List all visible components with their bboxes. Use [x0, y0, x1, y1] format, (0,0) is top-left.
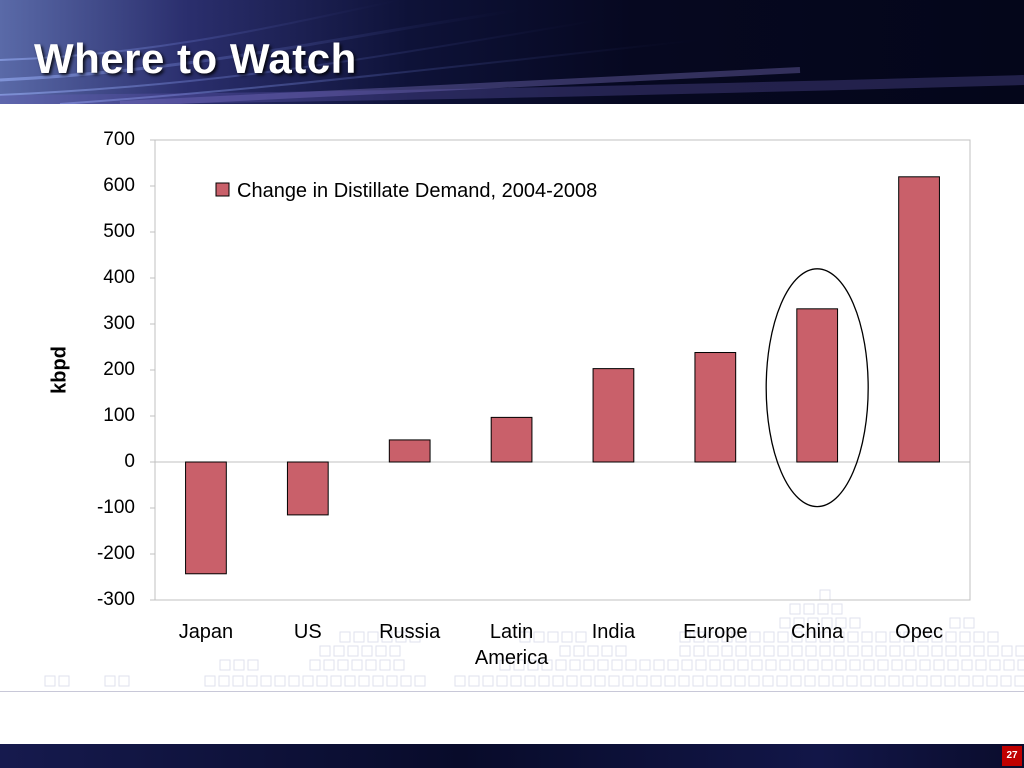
- footer-divider: [0, 691, 1024, 692]
- plot-area: [154, 139, 971, 601]
- legend-label: Change in Distillate Demand, 2004-2008: [237, 180, 597, 202]
- y-tick-label: 100: [103, 405, 135, 426]
- x-tick-label-russia: Russia: [379, 621, 441, 643]
- page-number-badge: 27: [1002, 746, 1022, 766]
- x-tick-label-line: India: [592, 621, 636, 643]
- y-axis-label: kbpd: [48, 346, 70, 394]
- y-tick-label: 500: [103, 221, 135, 242]
- x-tick-label-line: US: [294, 621, 322, 643]
- x-tick-label-india: India: [592, 621, 636, 643]
- y-tick-label: 300: [103, 313, 135, 334]
- x-tick-label-line: Japan: [179, 621, 234, 643]
- y-tick-label: 700: [103, 129, 135, 150]
- x-tick-label-line: Russia: [379, 621, 441, 643]
- bar-japan: [185, 461, 227, 575]
- y-tick-label: -200: [97, 543, 135, 564]
- highlight-ellipse: [765, 268, 869, 508]
- x-tick-label-latin-america: Latin America: [475, 621, 549, 669]
- x-axis: Japan US Russia Latin America India Europe Chin…: [179, 621, 943, 669]
- y-tick-label: 200: [103, 359, 135, 380]
- x-tick-label-europe: Europe: [683, 621, 748, 643]
- x-tick-label-line: Opec: [895, 621, 943, 643]
- y-tick-label: -100: [97, 497, 135, 518]
- bar-europe: [694, 352, 737, 463]
- y-tick-label: 600: [103, 175, 135, 196]
- bar-india: [592, 368, 635, 463]
- bar-us: [286, 461, 329, 516]
- header-light-rays-decoration: [0, 0, 1024, 104]
- slide-footer: 27: [0, 744, 1024, 768]
- slide-title: Where to Watch: [34, 35, 357, 82]
- bar-series: [185, 176, 940, 575]
- bar-china: [796, 308, 839, 463]
- y-tick-label: 0: [124, 451, 135, 472]
- x-tick-label-opec: Opec: [895, 621, 943, 643]
- x-tick-label-line: Europe: [683, 621, 748, 643]
- legend: Change in Distillate Demand, 2004-2008: [215, 180, 597, 202]
- y-tick-label: -300: [97, 589, 135, 610]
- x-tick-label-japan: Japan: [179, 621, 234, 643]
- legend-swatch: [215, 182, 230, 197]
- x-tick-label-china: China: [791, 621, 844, 643]
- bar-latin-america: [490, 416, 533, 463]
- bar-russia: [388, 439, 431, 463]
- x-tick-label-line: Latin: [490, 621, 533, 643]
- x-tick-label-us: US: [294, 621, 322, 643]
- y-tick-label: 400: [103, 267, 135, 288]
- bar-opec: [898, 176, 940, 463]
- y-axis: -300 -200 -100 0 100 200 300 400 500 600 700: [97, 129, 155, 610]
- x-tick-label-line: America: [475, 647, 549, 669]
- slide-header: Where to Watch: [0, 0, 1024, 104]
- decorative-dot-grid: [44, 589, 1024, 687]
- x-tick-label-line: China: [791, 621, 844, 643]
